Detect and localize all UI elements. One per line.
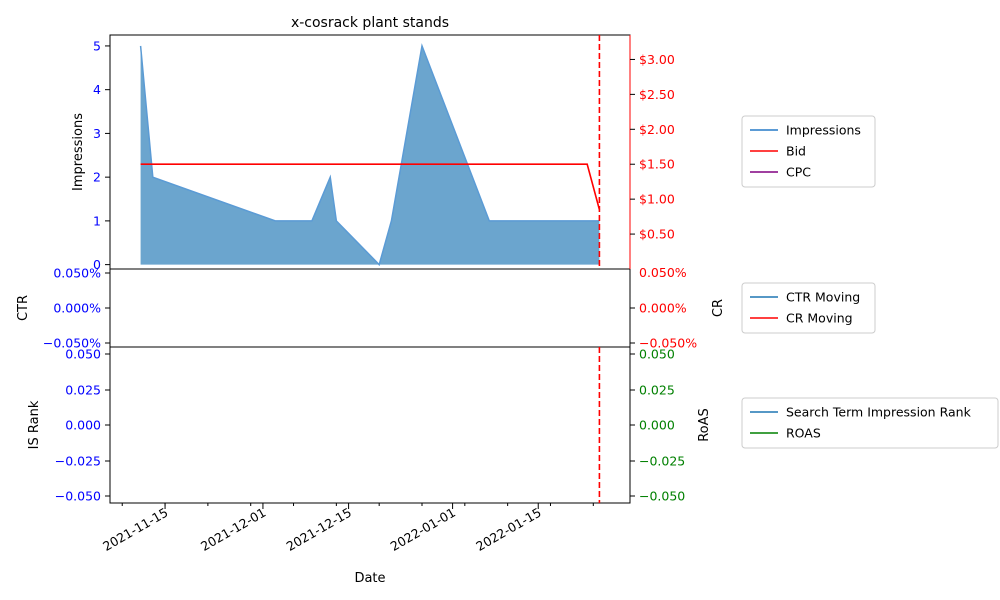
legend-bottom [741,397,999,449]
middle-left-tick-label: −0.050% [43,336,101,351]
legend-label: Impressions [786,123,861,138]
bottom-right-tick-label: −0.025 [639,454,685,469]
top-right-tick-label: $1.00 [639,192,675,207]
top-left-tick-label: 3 [93,126,101,141]
legend-middle [741,282,876,334]
x-tick-label: 2021-12-15 [284,505,354,554]
x-tick-label: 2022-01-01 [388,505,458,554]
legend-label: CTR Moving [786,290,860,305]
top-right-tick-label: $0.50 [639,227,675,242]
bottom-right-tick-label: −0.050 [639,489,685,504]
top-left-tick-label: 4 [93,82,101,97]
middle-panel-frame [109,268,631,348]
legend-label: Search Term Impression Rank [786,405,972,420]
x-tick-label: 2021-11-15 [100,505,170,554]
top-left-tick-label: 1 [93,213,101,228]
bottom-right-tick-label: 0.000 [639,418,675,433]
middle-right-tick-label: 0.000% [639,301,687,316]
x-tick-label: 2022-01-15 [473,505,543,554]
middle-left-tick-label: 0.050% [53,266,101,281]
impressions-area [140,45,600,265]
bottom-right-tick-label: 0.025 [639,383,675,398]
legend-top [741,115,876,188]
legend-label: ROAS [786,426,821,441]
impressions-line [139,43,600,267]
middle-right-tick-label: −0.050% [639,336,697,351]
top-right-tick-label: $2.50 [639,87,675,102]
top-left-tick-label: 0 [93,257,101,272]
legend-label: CPC [786,165,811,180]
bottom-panel-frame [109,346,631,504]
top-right-tick-label: $1.50 [639,157,675,172]
bottom-left-tick-label: −0.050 [55,489,101,504]
top-left-tick-label: 5 [93,38,101,53]
bottom-left-tick-label: 0.000 [65,418,101,433]
x-tick-label: 2021-12-01 [198,505,268,554]
top-left-ylabel: Impressions [71,113,86,191]
middle-left-ylabel: CTR [16,295,31,321]
top-left-tick-label: 2 [93,170,101,185]
bottom-right-ylabel: RoAS [697,408,712,442]
bottom-left-tick-label: 0.025 [65,383,101,398]
legend-label: CR Moving [786,311,853,326]
bottom-left-tick-label: −0.025 [55,454,101,469]
top-right-extra-tick-label: 0.050% [639,265,687,280]
top-right-tick-label: $2.00 [639,122,675,137]
middle-right-ylabel: CR [711,299,726,317]
middle-left-tick-label: 0.000% [53,301,101,316]
bottom-right-tick-label: 0.050 [639,347,675,362]
bid-line [140,163,601,210]
bottom-left-ylabel: IS Rank [27,400,42,449]
chart-title: x-cosrack plant stands [291,15,449,31]
x-axis-label: Date [354,571,385,586]
bottom-left-tick-label: 0.050 [65,347,101,362]
top-right-tick-label: $3.00 [639,52,675,67]
legend-label: Bid [786,144,806,159]
